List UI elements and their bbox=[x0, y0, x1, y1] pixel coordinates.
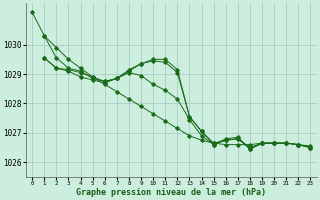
X-axis label: Graphe pression niveau de la mer (hPa): Graphe pression niveau de la mer (hPa) bbox=[76, 188, 266, 197]
